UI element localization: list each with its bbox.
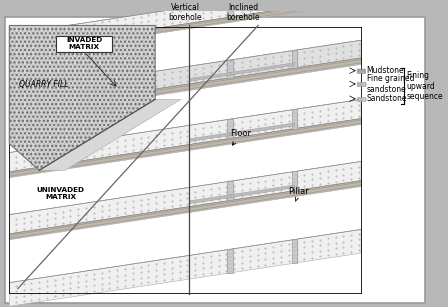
Polygon shape: [190, 72, 230, 81]
Polygon shape: [9, 119, 361, 178]
Polygon shape: [9, 58, 361, 118]
Polygon shape: [357, 69, 366, 73]
Bar: [228, 249, 233, 273]
Bar: [228, 119, 233, 138]
Polygon shape: [9, 229, 361, 306]
Polygon shape: [9, 0, 361, 56]
Text: INVADED
MATRIX: INVADED MATRIX: [66, 37, 103, 50]
Polygon shape: [357, 97, 366, 101]
Bar: [292, 239, 297, 263]
Text: Fining
upward
sequence: Fining upward sequence: [406, 71, 443, 101]
Text: Vertical
borehole: Vertical borehole: [168, 3, 202, 22]
Bar: [292, 0, 297, 7]
Text: Sandstone: Sandstone: [367, 94, 407, 103]
Bar: [292, 50, 297, 68]
Bar: [292, 172, 297, 191]
Bar: [228, 1, 233, 17]
Polygon shape: [9, 25, 155, 170]
Text: Floor: Floor: [230, 129, 251, 145]
Bar: [228, 181, 233, 200]
Text: QUARRY FILL: QUARRY FILL: [19, 80, 69, 89]
Text: Inclined
borehole: Inclined borehole: [226, 3, 260, 22]
Polygon shape: [230, 185, 295, 198]
Text: Mudstone: Mudstone: [367, 66, 405, 75]
Polygon shape: [9, 161, 361, 234]
Polygon shape: [230, 63, 295, 75]
Polygon shape: [39, 99, 181, 170]
Polygon shape: [9, 99, 361, 172]
Bar: [56, 36, 112, 52]
Bar: [292, 109, 297, 129]
Text: Pillar: Pillar: [289, 187, 309, 201]
Polygon shape: [9, 0, 361, 51]
Polygon shape: [357, 82, 366, 86]
Bar: [228, 60, 233, 78]
Polygon shape: [190, 133, 230, 142]
Polygon shape: [9, 40, 361, 111]
Text: Fine grained
sandstone: Fine grained sandstone: [367, 74, 414, 94]
Polygon shape: [190, 195, 230, 204]
Text: UNINVADED
MATRIX: UNINVADED MATRIX: [37, 188, 85, 200]
Polygon shape: [9, 181, 361, 240]
Polygon shape: [230, 123, 295, 135]
